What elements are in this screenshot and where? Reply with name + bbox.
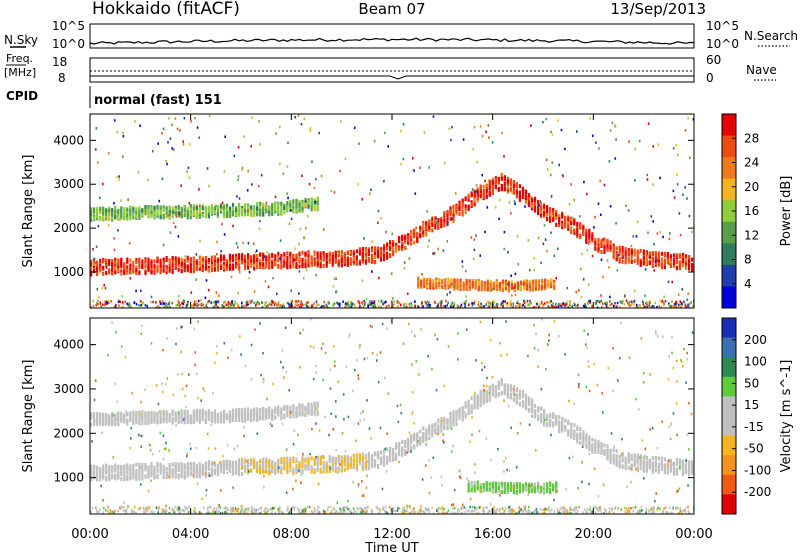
colorbar-segment bbox=[722, 135, 736, 158]
echo-band-main bbox=[90, 173, 694, 277]
nave-tick-bottom: 0 bbox=[706, 71, 714, 85]
colorbar-segment bbox=[722, 243, 736, 266]
beam-title: Beam 07 bbox=[358, 0, 425, 18]
x-tick-label: 16:00 bbox=[474, 527, 511, 542]
colorbar-segment bbox=[722, 357, 736, 378]
nsky-tick-top: 10^5 bbox=[52, 19, 85, 33]
x-tick-label: 00:00 bbox=[71, 527, 108, 542]
nsky-panel: N.Sky 10^5 10^0 10^5 10^0 N.Search bbox=[4, 19, 798, 51]
colorbar-segment bbox=[722, 396, 736, 417]
nsky-label: N.Sky bbox=[4, 33, 38, 47]
echo-band-upper bbox=[90, 196, 319, 222]
station-title: Hokkaido (fitACF) bbox=[92, 0, 240, 19]
nsearch-tick-top: 10^5 bbox=[706, 19, 739, 33]
near-range-echoes bbox=[90, 505, 694, 514]
colorbar-tick-label: -100 bbox=[744, 463, 771, 477]
colorbar-segment bbox=[722, 286, 736, 309]
colorbar-frame bbox=[721, 317, 737, 515]
colorbar-tick-label: 16 bbox=[744, 204, 759, 218]
power-y-axis-label: Slant Range [km] bbox=[21, 155, 36, 268]
colorbar-segment bbox=[722, 416, 736, 437]
colorbar-tick-label: 15 bbox=[744, 398, 759, 412]
nsky-tick-bottom: 10^0 bbox=[52, 37, 85, 51]
y-tick-label: 3000 bbox=[53, 177, 84, 191]
power-colorbar-label: Power [dB] bbox=[779, 176, 794, 247]
freq-label-line1: Freq. bbox=[6, 52, 33, 65]
x-tick-label: 20:00 bbox=[575, 527, 612, 542]
colorbar-tick-label: 20 bbox=[744, 180, 759, 194]
echo-band-upper bbox=[90, 401, 319, 427]
nave-label: Nave bbox=[746, 63, 777, 77]
nave-tick-top: 60 bbox=[706, 53, 721, 67]
echo-band-main bbox=[90, 378, 694, 482]
x-tick-label: 08:00 bbox=[273, 527, 310, 542]
power-panel: 1000 2000 3000 4000 Slant Range [km] 28 24 20… bbox=[21, 113, 794, 309]
colorbar-tick-label: 4 bbox=[744, 277, 752, 291]
cpid-row: CPID normal (fast) 151 bbox=[6, 86, 222, 108]
colorbar-tick-label: 8 bbox=[744, 253, 752, 267]
y-tick-label: 1000 bbox=[53, 265, 84, 279]
freq-tick-top: 18 bbox=[52, 55, 67, 69]
cpid-text: normal (fast) 151 bbox=[94, 93, 222, 108]
colorbar-segment bbox=[722, 318, 736, 339]
y-tick-label: 2000 bbox=[53, 426, 84, 440]
colorbar-segment bbox=[722, 157, 736, 180]
y-tick-label: 1000 bbox=[53, 471, 84, 485]
freq-label-line2: [MHz] bbox=[4, 66, 36, 79]
colorbar-segment bbox=[722, 264, 736, 287]
colorbar-tick-label: -200 bbox=[744, 485, 771, 499]
x-tick-label: 00:00 bbox=[675, 527, 712, 542]
colorbar-segment bbox=[722, 337, 736, 358]
x-tick-label: 12:00 bbox=[373, 527, 410, 542]
y-tick-label: 3000 bbox=[53, 382, 84, 396]
freq-panel: Freq. [MHz] 18 8 60 0 Nave bbox=[4, 52, 777, 85]
velocity-panel: 1000 2000 3000 4000 Slant Range [km] 200 100… bbox=[21, 317, 794, 515]
colorbar-tick-label: 12 bbox=[744, 228, 759, 242]
colorbar-segment bbox=[722, 455, 736, 476]
colorbar-segment bbox=[722, 376, 736, 397]
colorbar-tick-label: 100 bbox=[744, 355, 767, 369]
colorbar-segment bbox=[722, 178, 736, 201]
echo-band-lower-echo bbox=[467, 479, 558, 495]
date-title: 13/Sep/2013 bbox=[610, 0, 706, 18]
near-range-echoes bbox=[90, 299, 694, 308]
y-tick-label: 4000 bbox=[53, 133, 84, 147]
colorbar-segment bbox=[722, 114, 736, 137]
colorbar-tick-label: -50 bbox=[744, 442, 764, 456]
scatter-echoes bbox=[92, 114, 694, 308]
colorbar-tick-label: 24 bbox=[744, 156, 759, 170]
colorbar-tick-label: 28 bbox=[744, 131, 759, 145]
x-tick-label: 04:00 bbox=[172, 527, 209, 542]
y-tick-label: 4000 bbox=[53, 338, 84, 352]
colorbar-tick-label: 200 bbox=[744, 333, 767, 347]
velocity-colorbar-label: Velocity [m s^-1] bbox=[779, 360, 794, 473]
echo-band-lower-echo bbox=[417, 276, 556, 293]
nave-trace bbox=[90, 75, 694, 80]
colorbar-segment bbox=[722, 435, 736, 456]
colorbar-segment bbox=[722, 474, 736, 495]
x-axis-label: Time UT bbox=[364, 541, 418, 554]
colorbar-tick-label: -15 bbox=[744, 420, 764, 434]
nsearch-tick-bottom: 10^0 bbox=[706, 37, 739, 51]
cpid-label: CPID bbox=[6, 89, 38, 103]
nsearch-label: N.Search bbox=[744, 29, 798, 43]
nsky-trace bbox=[89, 37, 695, 45]
velocity-y-axis-label: Slant Range [km] bbox=[21, 360, 36, 473]
colorbar-segment bbox=[722, 221, 736, 244]
y-tick-label: 2000 bbox=[53, 221, 84, 235]
colorbar-segment bbox=[722, 200, 736, 223]
freq-tick-bottom: 8 bbox=[58, 71, 66, 85]
scatter-echoes bbox=[90, 318, 694, 514]
colorbar-segment bbox=[722, 494, 736, 515]
colorbar-tick-label: 50 bbox=[744, 376, 759, 390]
